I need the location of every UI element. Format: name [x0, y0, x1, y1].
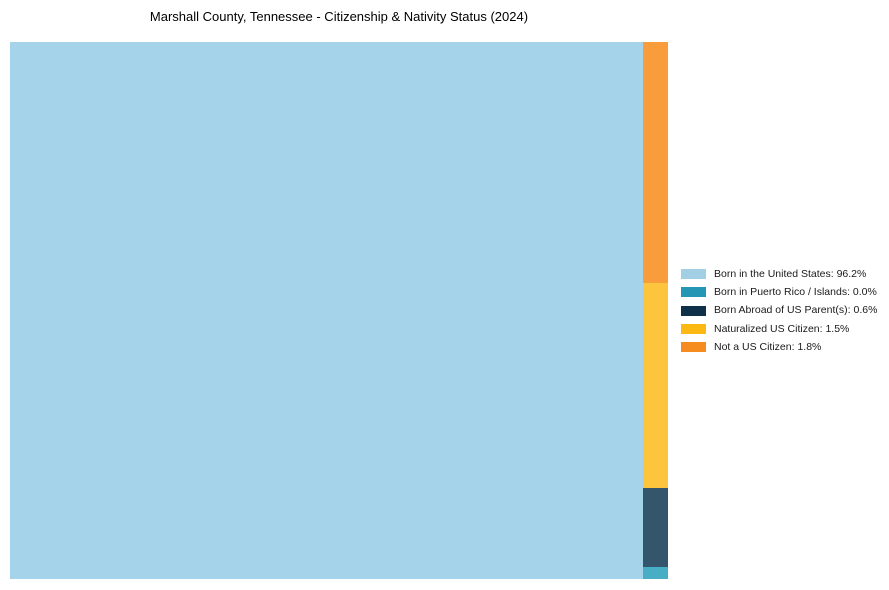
- legend-swatch-icon: [681, 269, 706, 280]
- legend-swatch-icon: [681, 305, 706, 316]
- legend-swatch-icon: [681, 324, 706, 335]
- legend-label: Born in Puerto Rico / Islands: 0.0%: [714, 286, 877, 299]
- legend-item-naturalized-us-citizen: Naturalized US Citizen: 1.5%: [681, 320, 877, 338]
- legend: Born in the United States: 96.2% Born in …: [681, 265, 877, 356]
- legend-swatch-icon: [681, 287, 706, 298]
- legend-item-born-in-puerto-rico-islands: Born in Puerto Rico / Islands: 0.0%: [681, 283, 877, 301]
- legend-item-born-abroad-of-us-parent-s: Born Abroad of US Parent(s): 0.6%: [681, 302, 877, 320]
- legend-label: Not a US Citizen: 1.8%: [714, 341, 822, 354]
- legend-item-not-a-us-citizen: Not a US Citizen: 1.8%: [681, 338, 877, 356]
- treemap-rect-born-abroad-of-us-parent-s: [643, 488, 668, 567]
- legend-label: Born Abroad of US Parent(s): 0.6%: [714, 304, 878, 317]
- legend-swatch-icon: [681, 342, 706, 353]
- legend-label: Born in the United States: 96.2%: [714, 267, 867, 280]
- chart-title: Marshall County, Tennessee - Citizenship…: [149, 9, 529, 24]
- treemap-rect-naturalized-us-citizen: [643, 283, 668, 488]
- legend-label: Naturalized US Citizen: 1.5%: [714, 322, 850, 335]
- treemap-rect-born-in-the-united-states: [10, 42, 643, 579]
- treemap-rect-not-a-us-citizen: [643, 42, 668, 283]
- treemap-rect-born-in-puerto-rico-islands: [643, 567, 668, 579]
- legend-item-born-in-the-united-states: Born in the United States: 96.2%: [681, 265, 877, 283]
